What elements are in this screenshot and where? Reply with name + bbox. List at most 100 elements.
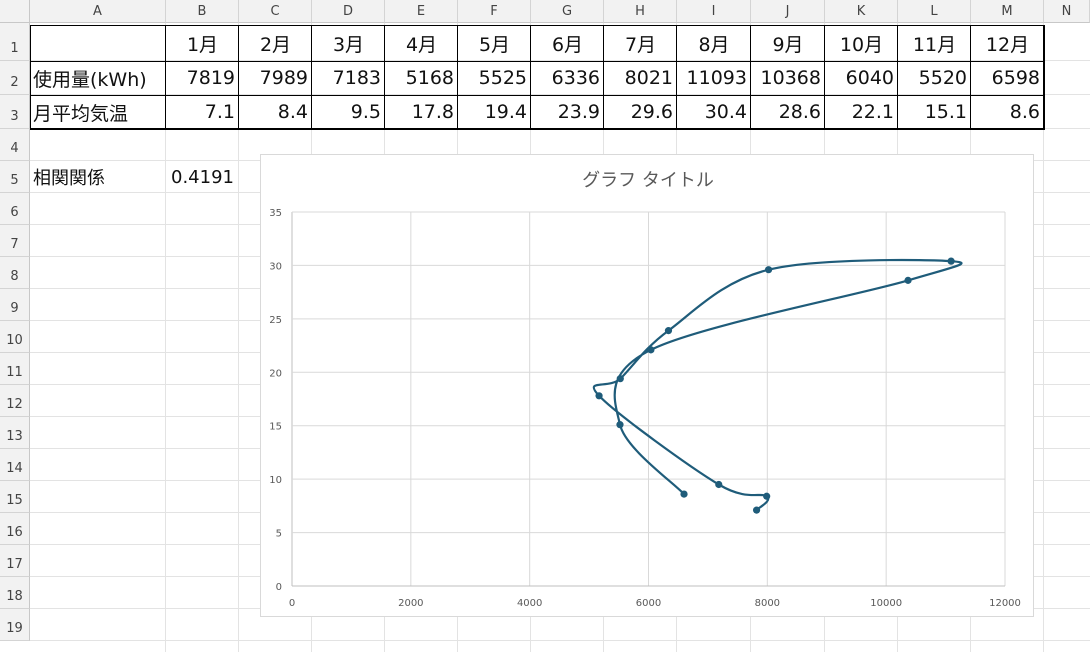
grid-column-line xyxy=(1043,23,1044,652)
row-header-1[interactable]: 1 xyxy=(0,23,30,61)
temp-label-cell[interactable]: 月平均気温 xyxy=(33,102,129,125)
row-header-19[interactable]: 19 xyxy=(0,609,30,641)
month-header-cell[interactable]: 4月 xyxy=(405,33,438,56)
temp-value-cell[interactable]: 23.9 xyxy=(557,101,600,123)
row-header-13[interactable]: 13 xyxy=(0,417,30,449)
row-header-6[interactable]: 6 xyxy=(0,193,30,225)
column-header-l[interactable]: L xyxy=(898,0,971,23)
month-header-cell[interactable]: 12月 xyxy=(985,33,1030,56)
column-header-n[interactable]: N xyxy=(1044,0,1090,23)
temp-value-cell[interactable]: 19.4 xyxy=(484,101,527,123)
usage-value-cell[interactable]: 10368 xyxy=(760,67,821,89)
table-border xyxy=(750,25,751,129)
column-header-b[interactable]: B xyxy=(166,0,239,23)
column-header-e[interactable]: E xyxy=(385,0,458,23)
column-header-g[interactable]: G xyxy=(531,0,604,23)
data-point[interactable] xyxy=(715,480,723,489)
chart-title[interactable]: グラフ タイトル xyxy=(582,170,714,191)
month-header-cell[interactable]: 9月 xyxy=(772,33,804,56)
usage-value-cell[interactable]: 7183 xyxy=(332,67,381,89)
table-border xyxy=(384,25,385,129)
column-header-d[interactable]: D xyxy=(312,0,385,23)
data-point[interactable] xyxy=(763,492,771,500)
row-header-5[interactable]: 5 xyxy=(0,161,30,193)
y-tick-label: 25 xyxy=(269,315,282,326)
temp-value-cell[interactable]: 22.1 xyxy=(851,101,894,123)
table-border xyxy=(238,25,239,129)
row-header-17[interactable]: 17 xyxy=(0,545,30,577)
row-header-8[interactable]: 8 xyxy=(0,257,30,289)
row-header-12[interactable]: 12 xyxy=(0,385,30,417)
column-header-m[interactable]: M xyxy=(971,0,1044,23)
correlation-label-cell[interactable]: 相関関係 xyxy=(33,168,105,189)
column-header-a[interactable]: A xyxy=(30,0,166,23)
row-header-18[interactable]: 18 xyxy=(0,577,30,609)
table-border xyxy=(30,25,1045,26)
row-header-15[interactable]: 15 xyxy=(0,481,30,513)
series-points[interactable] xyxy=(595,257,955,514)
month-header-cell[interactable]: 8月 xyxy=(698,33,730,56)
chart-gridlines xyxy=(291,211,1006,587)
select-all-corner[interactable] xyxy=(0,0,30,23)
correlation-value-cell[interactable]: 0.4191 xyxy=(171,166,234,188)
row-header-7[interactable]: 7 xyxy=(0,225,30,257)
data-point[interactable] xyxy=(904,276,912,284)
column-header-c[interactable]: C xyxy=(239,0,312,23)
temp-value-cell[interactable]: 8.6 xyxy=(1009,101,1040,123)
month-header-cell[interactable]: 6月 xyxy=(551,33,584,56)
data-point[interactable] xyxy=(764,266,773,274)
scatter-chart[interactable]: グラフ タイトル 0 2000 4000 6000 8000 10000 12000 0 5 10… xyxy=(260,154,1034,617)
usage-value-cell[interactable]: 6598 xyxy=(991,67,1040,89)
temp-value-cell[interactable]: 8.4 xyxy=(277,101,308,123)
data-point[interactable] xyxy=(616,421,624,429)
data-point[interactable] xyxy=(947,257,955,265)
usage-value-cell[interactable]: 11093 xyxy=(686,67,747,89)
row-header-16[interactable]: 16 xyxy=(0,513,30,545)
usage-value-cell[interactable]: 7819 xyxy=(186,67,235,89)
temp-value-cell[interactable]: 9.5 xyxy=(350,101,381,123)
temp-value-cell[interactable]: 7.1 xyxy=(204,101,235,123)
usage-label-cell[interactable]: 使用量(kWh) xyxy=(33,68,147,91)
row-header-11[interactable]: 11 xyxy=(0,353,30,385)
temp-value-cell[interactable]: 28.6 xyxy=(778,101,821,123)
data-point[interactable] xyxy=(752,506,761,514)
usage-value-cell[interactable]: 6040 xyxy=(845,67,894,89)
column-header-f[interactable]: F xyxy=(458,0,531,23)
row-header-10[interactable]: 10 xyxy=(0,321,30,353)
temp-value-cell[interactable]: 29.6 xyxy=(630,101,673,123)
y-tick-label: 10 xyxy=(269,475,282,486)
column-header-i[interactable]: I xyxy=(677,0,751,23)
usage-value-cell[interactable]: 6336 xyxy=(551,67,600,89)
row-header-9[interactable]: 9 xyxy=(0,289,30,321)
month-header-cell[interactable]: 5月 xyxy=(478,33,511,56)
usage-value-cell[interactable]: 7989 xyxy=(259,67,308,89)
column-header-k[interactable]: K xyxy=(825,0,898,23)
grid-row-line xyxy=(30,60,1090,61)
data-point[interactable] xyxy=(595,392,603,400)
usage-value-cell[interactable]: 5520 xyxy=(918,67,967,89)
temp-value-cell[interactable]: 17.8 xyxy=(411,101,454,123)
usage-value-cell[interactable]: 5168 xyxy=(405,67,454,89)
temp-value-cell[interactable]: 30.4 xyxy=(704,101,747,123)
data-point[interactable] xyxy=(647,346,655,354)
month-header-cell[interactable]: 3月 xyxy=(332,33,365,56)
month-header-cell[interactable]: 1月 xyxy=(186,33,219,56)
grid-row-line xyxy=(30,640,1090,641)
temp-value-cell[interactable]: 15.1 xyxy=(924,101,967,123)
month-header-cell[interactable]: 7月 xyxy=(624,33,657,56)
column-header-j[interactable]: J xyxy=(751,0,825,23)
data-point[interactable] xyxy=(664,327,673,335)
data-point[interactable] xyxy=(616,375,624,383)
row-header-2[interactable]: 2 xyxy=(0,61,30,95)
grid-row-line xyxy=(30,94,1090,95)
row-header-3[interactable]: 3 xyxy=(0,95,30,129)
month-header-cell[interactable]: 11月 xyxy=(912,33,957,56)
row-header-14[interactable]: 14 xyxy=(0,449,30,481)
data-point[interactable] xyxy=(680,490,688,498)
usage-value-cell[interactable]: 5525 xyxy=(478,67,527,89)
month-header-cell[interactable]: 2月 xyxy=(259,33,292,56)
usage-value-cell[interactable]: 8021 xyxy=(624,67,673,89)
month-header-cell[interactable]: 10月 xyxy=(839,33,884,56)
row-header-4[interactable]: 4 xyxy=(0,129,30,161)
column-header-h[interactable]: H xyxy=(604,0,677,23)
